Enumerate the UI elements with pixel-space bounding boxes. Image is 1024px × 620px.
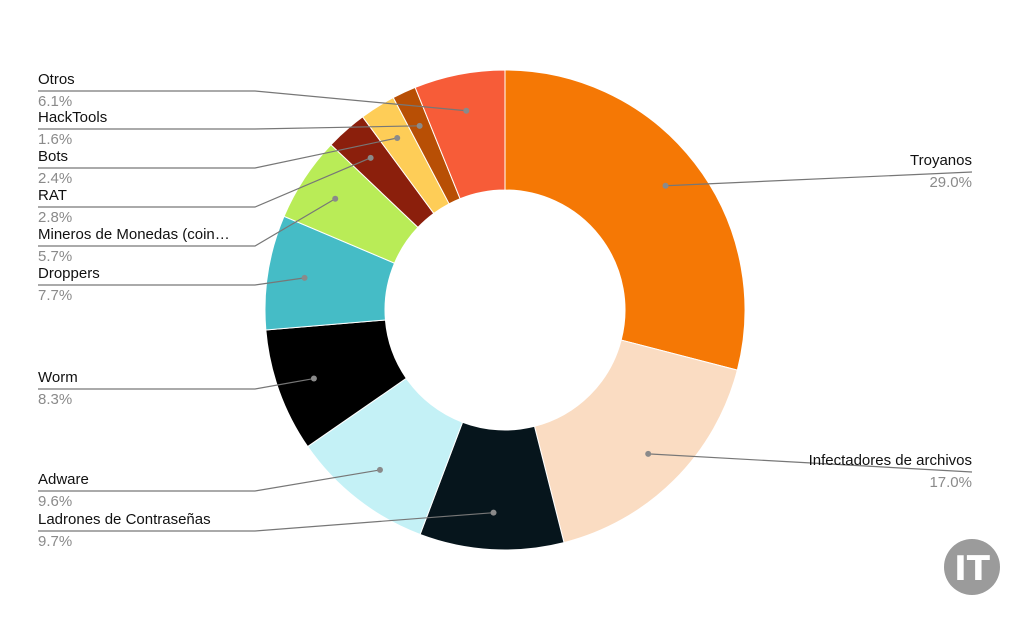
leader-dot-9 bbox=[416, 122, 423, 129]
leader-line-0 bbox=[665, 171, 973, 187]
slice-label-7: RAT bbox=[38, 187, 67, 204]
slices-group bbox=[264, 69, 746, 551]
slice-label-8: Bots bbox=[38, 148, 68, 165]
slice-value-5: 7.7% bbox=[38, 287, 72, 304]
slice-label-10: Otros bbox=[38, 71, 75, 88]
leader-dot-1 bbox=[645, 450, 652, 457]
leader-dot-6 bbox=[332, 195, 339, 202]
leader-line-4 bbox=[38, 377, 315, 390]
slice-10 bbox=[414, 69, 506, 200]
slice-value-0: 29.0% bbox=[929, 174, 972, 191]
slice-value-2: 9.7% bbox=[38, 533, 72, 550]
leader-lines-group bbox=[38, 90, 973, 532]
leader-dot-0 bbox=[662, 182, 669, 189]
slice-label-1: Infectadores de archivos bbox=[809, 452, 972, 469]
slice-value-7: 2.8% bbox=[38, 209, 72, 226]
slice-value-10: 6.1% bbox=[38, 93, 72, 110]
slice-value-9: 1.6% bbox=[38, 131, 72, 148]
slice-label-3: Adware bbox=[38, 471, 89, 488]
slice-1 bbox=[533, 339, 738, 544]
slice-label-4: Worm bbox=[38, 369, 78, 386]
leader-line-7 bbox=[38, 157, 371, 208]
leader-line-3 bbox=[38, 469, 381, 492]
leader-dot-3 bbox=[376, 466, 383, 473]
logo-text: IT bbox=[954, 549, 991, 589]
leader-line-2 bbox=[38, 512, 494, 532]
leader-dot-2 bbox=[490, 509, 497, 516]
slice-value-8: 2.4% bbox=[38, 170, 72, 187]
slice-value-3: 9.6% bbox=[38, 493, 72, 510]
slice-0 bbox=[504, 69, 746, 371]
slice-label-6: Mineros de Monedas (coin… bbox=[38, 226, 230, 243]
slice-label-0: Troyanos bbox=[910, 152, 972, 169]
slice-label-2: Ladrones de Contraseñas bbox=[38, 511, 211, 528]
leader-dot-10 bbox=[463, 107, 470, 114]
leader-line-5 bbox=[38, 277, 305, 286]
slice-value-4: 8.3% bbox=[38, 391, 72, 408]
labels-group: Troyanos 29.0% Infectadores de archivos 17.… bbox=[38, 71, 972, 550]
logo-circle bbox=[944, 539, 1000, 595]
leader-line-10 bbox=[38, 90, 467, 112]
leader-dot-7 bbox=[367, 154, 374, 161]
leader-line-8 bbox=[38, 137, 398, 169]
leader-dot-5 bbox=[301, 274, 308, 281]
leader-line-6 bbox=[38, 198, 336, 247]
leader-line-1 bbox=[648, 453, 973, 473]
slice-label-5: Droppers bbox=[38, 265, 100, 282]
leader-dot-4 bbox=[310, 375, 317, 382]
slice-value-6: 5.7% bbox=[38, 248, 72, 265]
leader-line-9 bbox=[38, 125, 420, 130]
slice-label-9: HackTools bbox=[38, 109, 107, 126]
it-logo: IT bbox=[944, 539, 1000, 595]
leader-dot-8 bbox=[394, 134, 401, 141]
slice-value-1: 17.0% bbox=[929, 474, 972, 491]
